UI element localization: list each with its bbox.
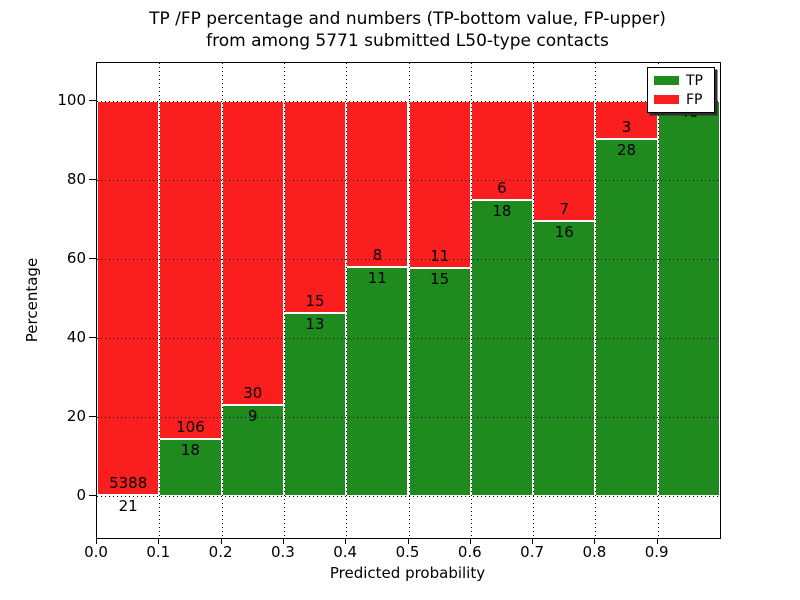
bar-segment-tp-3 [283,312,347,497]
bar-segment-fp-2 [221,100,284,406]
y-tick-label: 80 [66,170,86,189]
y-tick-label: 100 [57,90,86,109]
bar-segment-fp-7 [533,100,596,222]
x-tick-label: 0.6 [457,543,482,561]
x-tick [469,538,471,544]
bar-segment-tp-9 [657,100,720,497]
x-tick-label: 0.8 [582,543,607,561]
legend-label-tp: TP [686,72,703,89]
bar-segment-tp-0 [97,494,160,497]
x-tick [345,538,347,544]
x-tick-label: 0.3 [270,543,295,561]
x-tick-label: 0.4 [333,543,358,561]
chart-title-line1: TP /FP percentage and numbers (TP-bottom… [149,9,666,29]
x-tick [158,538,160,544]
bar-segment-fp-3 [283,100,347,313]
x-tick [594,538,596,544]
bar-label-fp-3: 15 [305,291,325,310]
bar-segment-tp-5 [408,268,471,497]
vertical-gridline [221,63,223,538]
x-tick-label: 0.5 [395,543,420,561]
bar-label-tp-2: 9 [247,407,258,426]
x-axis-label: Predicted probability [329,564,486,582]
y-tick-label: 0 [76,486,86,505]
bar-segment-tp-2 [221,405,284,497]
bar-segment-tp-6 [470,199,534,497]
vertical-gridline [283,63,285,538]
x-tick-label: 0.9 [644,543,669,561]
chart-title: TP /FP percentage and numbers (TP-bottom… [96,8,719,52]
vertical-gridline [159,63,161,538]
legend-box: TP FP [647,67,715,113]
bar-label-tp-1: 18 [180,441,200,460]
x-tick-label: 0.7 [520,543,545,561]
x-tick [656,538,658,544]
bar-label-tp-3: 13 [305,314,325,333]
bar-label-fp-1: 106 [176,418,205,437]
x-tick-label: 0.0 [84,543,108,561]
y-tick-label: 60 [66,249,86,268]
y-tick [89,99,96,101]
bar-segment-tp-4 [346,267,409,497]
vertical-gridline [346,63,348,538]
x-tick-label: 0.1 [146,543,171,561]
y-tick [89,179,96,181]
bar-label-tp-6: 18 [492,201,512,220]
vertical-gridline [533,63,535,538]
bar-label-fp-6: 6 [497,178,507,197]
vertical-gridline [657,63,659,538]
x-tick [532,538,534,544]
y-tick [89,337,96,339]
tp-color-swatch [654,76,679,85]
bar-segment-fp-6 [470,100,534,200]
y-tick [89,258,96,260]
x-tick [96,538,97,544]
bar-segment-tp-7 [533,221,596,497]
y-tick-label: 40 [66,328,86,347]
bar-label-fp-4: 8 [372,246,383,265]
bar-label-tp-5: 15 [430,270,450,289]
bar-label-fp-5: 11 [430,247,450,266]
bar-segment-fp-4 [346,100,409,268]
y-tick [89,416,96,418]
bar-label-tp-0: 21 [118,496,138,515]
legend-label-fp: FP [686,91,703,108]
bar-label-tp-7: 16 [554,223,574,242]
chart-title-line2: from among 5771 submitted L50-type conta… [206,31,609,51]
plot-area: 215388181069301315118151118616728348 [96,62,721,539]
legend-entry-tp: TP [654,73,714,89]
bar-label-fp-8: 3 [621,118,632,137]
y-tick-label: 20 [66,407,86,426]
y-tick [89,495,96,497]
y-axis-label: Percentage [23,257,41,343]
x-tick [220,538,222,544]
bar-label-fp-2: 30 [243,384,263,403]
bar-label-fp-7: 7 [559,200,570,219]
bar-label-tp-8: 28 [617,141,637,160]
x-tick [282,538,284,544]
x-tick [407,538,409,544]
bar-label-fp-0: 5388 [109,473,148,492]
bar-label-tp-4: 11 [367,269,387,288]
bar-segment-fp-0 [97,100,160,495]
bar-segment-fp-1 [159,100,222,440]
x-tick-label: 0.2 [208,543,233,561]
fp-color-swatch [654,95,679,104]
vertical-gridline [595,63,597,538]
bar-segment-tp-8 [595,139,658,497]
vertical-gridline [408,63,410,538]
vertical-gridline [470,63,472,538]
legend-entry-fp: FP [654,92,714,108]
